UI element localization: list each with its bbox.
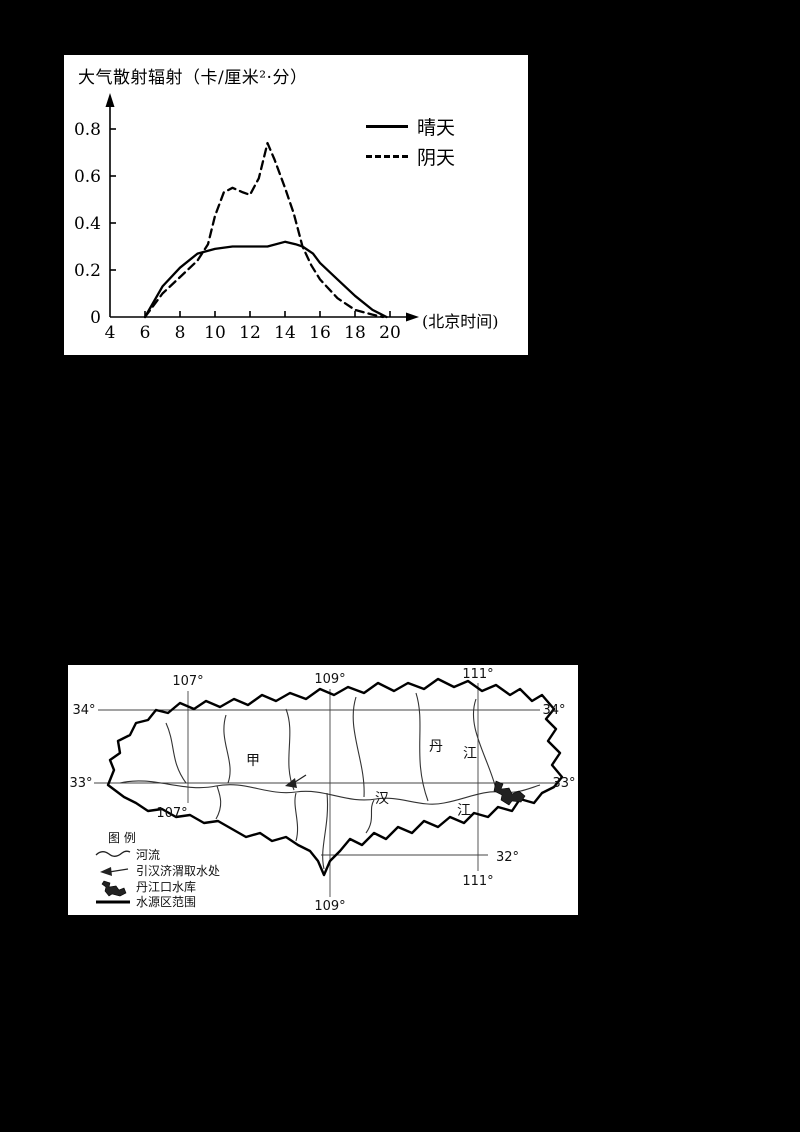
legend-item-river: 河流 (136, 848, 160, 862)
y-tick-label: 0.2 (74, 261, 101, 281)
solid-line-sample (366, 124, 408, 128)
legend-row-clear-day: 晴天 (366, 111, 455, 141)
tributary (215, 785, 222, 820)
lon-109-top-label: 109° (314, 672, 345, 687)
map-legend: 图 例 河流 引汉济渭取水处 丹江口水库 水源区范围 (95, 831, 220, 909)
lon-111-low-label: 111° (462, 874, 493, 889)
han-river-label-2: 江 (457, 803, 471, 819)
lat-34-left-label: 34° (72, 703, 95, 718)
chart-legend: 晴天 阴天 (366, 111, 455, 171)
dan-river (472, 698, 497, 790)
cloudy-day-label: 阴天 (417, 146, 456, 169)
clear-day-label: 晴天 (417, 116, 456, 139)
intake-arrow-symbol-head (100, 867, 112, 876)
legend-item-boundary: 水源区范围 (136, 895, 196, 909)
dan-river-label-2: 江 (463, 746, 477, 762)
han-river-label-1: 汉 (375, 791, 389, 807)
x-tick-label: 12 (239, 323, 261, 343)
series-line-solid (143, 240, 388, 319)
lon-107-mid-label: 107° (156, 806, 187, 821)
x-tick-label: 14 (274, 323, 296, 343)
dashed-line-sample (366, 154, 408, 158)
lon-107-top-label: 107° (172, 674, 203, 689)
tributary (294, 792, 299, 842)
hanjiang-map-panel: 107° 109° 111° 34° 34° 33° 33° 107° 32° … (68, 665, 578, 915)
danjiangkou-reservoir (493, 780, 526, 806)
tributary (322, 792, 329, 870)
y-axis-arrow (105, 93, 115, 107)
x-tick-label: 16 (309, 323, 331, 343)
legend-item-reservoir: 丹江口水库 (136, 879, 196, 894)
y-tick-label: 0.4 (74, 214, 101, 234)
x-tick-label: 18 (344, 323, 366, 343)
lon-111-top-label: 111° (462, 667, 493, 682)
lat-34-right-label: 34° (542, 703, 565, 718)
lat-32-label: 32° (496, 850, 519, 865)
x-tick-label: 10 (204, 323, 226, 343)
y-tick-label: 0.6 (74, 167, 101, 187)
map-legend-title: 图 例 (108, 831, 136, 845)
tributary (165, 722, 187, 784)
chart-title: 大气散射辐射（卡/厘米²·分） (78, 68, 308, 88)
intake-arrow-symbol (108, 868, 129, 873)
dan-river-label-1: 丹 (429, 739, 443, 755)
intake-arrowhead-icon (285, 778, 297, 788)
point-jia-label: 甲 (246, 753, 260, 769)
reservoir-patch-symbol (101, 880, 127, 897)
radiation-chart-svg: 4 6 8 10 12 14 16 18 20 0 0.2 0.4 0.6 0.8 (74, 93, 419, 343)
legend-item-intake: 引汉济渭取水处 (136, 863, 220, 878)
tributary (352, 696, 365, 798)
lat-33-right-label: 33° (552, 776, 575, 791)
series-line-dashed (143, 141, 385, 319)
radiation-chart-panel: 大气散射辐射（卡/厘米²·分） 4 6 8 10 12 14 16 18 20 0 0.2 0.4 0.… (64, 55, 528, 355)
x-tick-label: 20 (379, 323, 401, 343)
river-line-symbol (95, 850, 131, 857)
tributary (415, 692, 429, 802)
tributary (285, 708, 295, 791)
y-tick-label: 0.8 (74, 120, 101, 140)
x-tick-label: 6 (140, 323, 151, 343)
x-tick-label: 4 (105, 323, 116, 343)
tributary (223, 714, 231, 784)
x-axis-arrow (406, 312, 419, 322)
x-tick-label: 8 (175, 323, 186, 343)
tributary (365, 799, 375, 834)
x-axis-unit-label: (北京时间) (422, 312, 499, 331)
water-source-boundary (106, 677, 564, 877)
y-tick-label: 0 (90, 308, 101, 328)
legend-row-cloudy-day: 阴天 (366, 141, 455, 171)
watershed-map-svg: 107° 109° 111° 34° 34° 33° 33° 107° 32° … (69, 667, 575, 914)
lat-33-left-label: 33° (69, 776, 92, 791)
lon-109-bottom-label: 109° (314, 899, 345, 914)
